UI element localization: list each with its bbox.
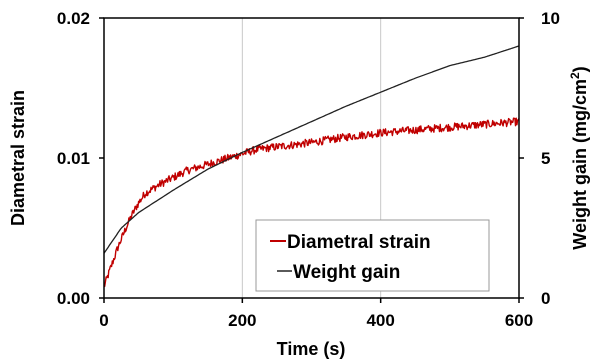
y2-axis-title-sup: 2	[568, 72, 582, 79]
legend: Diametral strain Weight gain	[255, 219, 490, 292]
y2-tick-label: 10	[541, 9, 560, 28]
legend-box	[255, 219, 490, 292]
x-tick-label: 400	[366, 311, 394, 330]
y-axis-title: Diametral strain	[8, 90, 28, 226]
y2-axis-title-main: Weight gain (mg/cm	[570, 79, 590, 250]
series-layer	[103, 45, 520, 288]
y2-axis-title: Weight gain (mg/cm2)	[568, 66, 590, 249]
series-line-weight-gain	[103, 45, 520, 254]
legend-label-weight-gain: Weight gain	[293, 262, 400, 283]
series-line-diametral-strain	[103, 117, 520, 288]
y-tick-label: 0.02	[57, 9, 90, 28]
y2-tick-label: 0	[541, 289, 550, 308]
x-ticks: 0 200 400 600	[99, 298, 533, 330]
y-tick-label: 0.01	[57, 149, 90, 168]
y2-axis-title-close: )	[570, 66, 590, 72]
y-tick-label: 0.00	[57, 289, 90, 308]
legend-label-diametral-strain: Diametral strain	[287, 232, 431, 253]
x-tick-label: 600	[505, 311, 533, 330]
x-tick-label: 0	[99, 311, 108, 330]
y-ticks: 0.00 0.01 0.02	[57, 9, 104, 308]
y2-ticks: 0 5 10	[519, 9, 560, 308]
x-axis-title: Time (s)	[277, 339, 346, 359]
x-tick-label: 200	[228, 311, 256, 330]
y2-tick-label: 5	[541, 149, 550, 168]
